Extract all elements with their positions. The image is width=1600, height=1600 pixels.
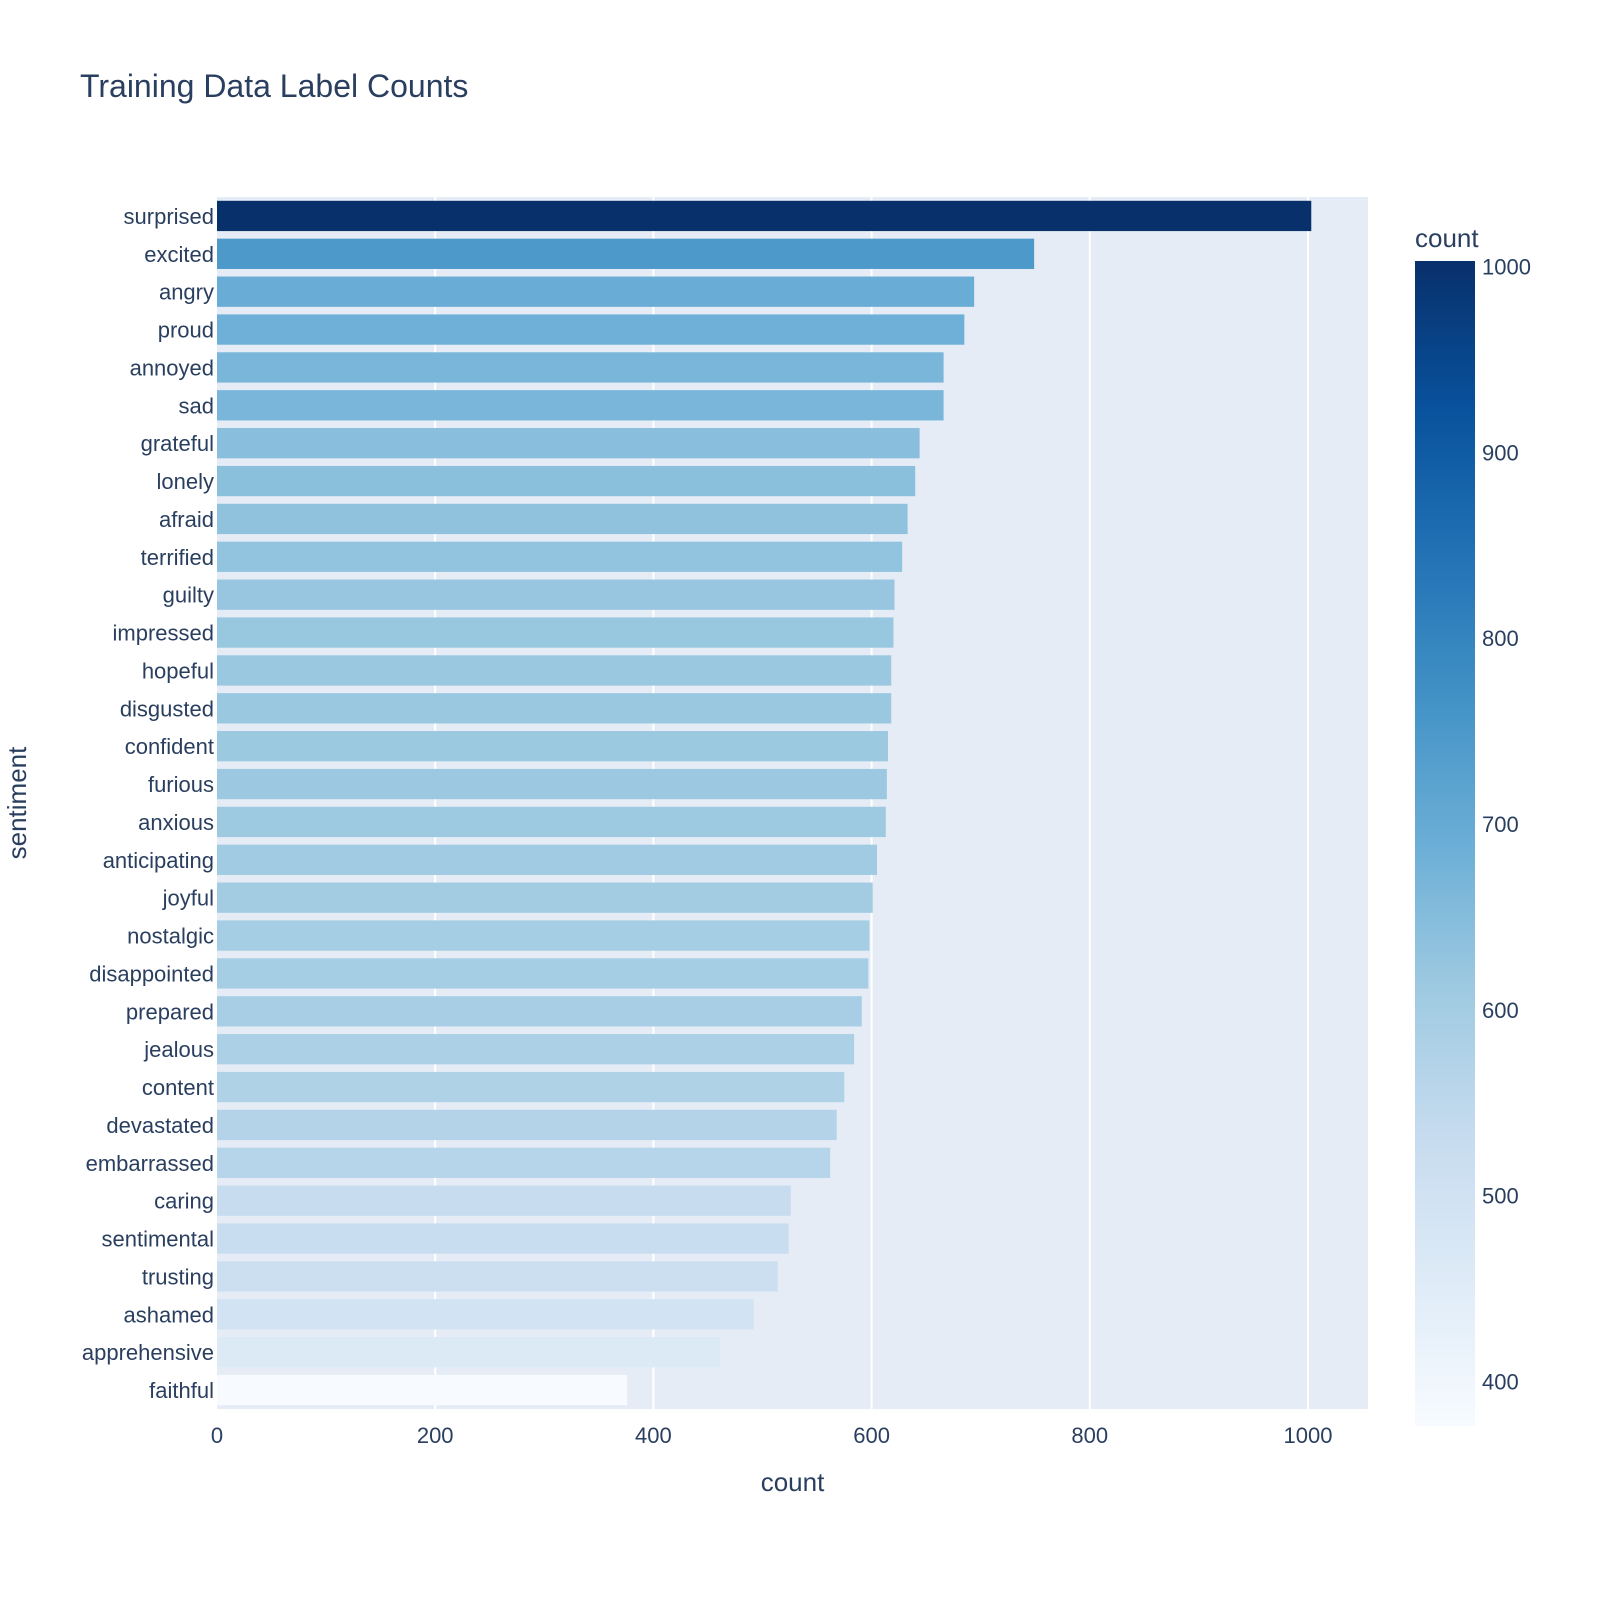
bar-guilty (217, 579, 895, 610)
bar-disgusted (217, 693, 892, 724)
y-tick-label: surprised (124, 204, 214, 229)
colorbar-tick-label: 700 (1482, 812, 1519, 837)
colorbar-tick-label: 800 (1482, 626, 1519, 651)
x-tick-label: 800 (1071, 1423, 1108, 1448)
bar-confident (217, 731, 888, 762)
y-tick-label: caring (154, 1189, 214, 1214)
y-tick-label: hopeful (142, 658, 214, 683)
bar-angry (217, 276, 975, 307)
y-tick-labels: surprised excited angry proud annoyed sad grat… (82, 204, 214, 1403)
colorbar-tick-label: 500 (1482, 1184, 1519, 1209)
y-tick-label: grateful (141, 431, 214, 456)
colorbar-tick-labels: 400 500 600 700 800 900 1000 (1482, 255, 1531, 1395)
y-tick-label: lonely (157, 469, 214, 494)
bar-embarrassed (217, 1147, 831, 1178)
y-tick-label: sad (179, 393, 214, 418)
y-tick-label: disappointed (89, 961, 214, 986)
x-tick-label: 400 (635, 1423, 672, 1448)
y-tick-label: prepared (126, 999, 214, 1024)
y-tick-label: nostalgic (127, 924, 214, 949)
bar-sad (217, 390, 944, 421)
x-axis-title: count (761, 1467, 825, 1497)
bar-annoyed (217, 352, 944, 383)
bar-anxious (217, 806, 886, 838)
bar-nostalgic (217, 920, 870, 951)
y-axis-title: sentiment (2, 746, 32, 859)
y-tick-label: annoyed (130, 355, 214, 380)
bar-terrified (217, 541, 903, 572)
bar-jealous (217, 1034, 855, 1065)
bar-excited (217, 238, 1035, 269)
y-tick-label: sentimental (101, 1227, 214, 1252)
x-tick-label: 1000 (1284, 1423, 1333, 1448)
colorbar-title: count (1415, 223, 1479, 253)
y-tick-label: faithful (149, 1378, 214, 1403)
bar-joyful (217, 882, 873, 913)
y-tick-label: guilty (163, 583, 214, 608)
bar-caring (217, 1185, 791, 1216)
bar-impressed (217, 617, 894, 648)
x-tick-label: 600 (853, 1423, 890, 1448)
bar-trusting (217, 1261, 778, 1292)
y-tick-label: angry (159, 280, 214, 305)
chart-title: Training Data Label Counts (80, 68, 469, 104)
y-tick-label: afraid (159, 507, 214, 532)
bar-prepared (217, 996, 862, 1027)
y-tick-label: confident (125, 734, 214, 759)
y-tick-label: apprehensive (82, 1340, 214, 1365)
bar-sentimental (217, 1223, 789, 1254)
y-tick-label: embarrassed (86, 1151, 214, 1176)
colorbar (1415, 261, 1475, 1426)
y-tick-label: anxious (138, 810, 214, 835)
y-tick-label: anticipating (103, 848, 214, 873)
y-tick-label: jealous (143, 1037, 214, 1062)
y-tick-label: devastated (106, 1113, 214, 1138)
y-tick-label: trusting (142, 1264, 214, 1289)
bar-disappointed (217, 958, 869, 989)
bar-afraid (217, 503, 908, 535)
bar-surprised (217, 200, 1312, 232)
y-tick-label: furious (148, 772, 214, 797)
bar-furious (217, 768, 887, 800)
x-tick-label: 200 (417, 1423, 454, 1448)
bar-faithful (217, 1374, 628, 1406)
bar-ashamed (217, 1299, 754, 1330)
bar-grateful (217, 428, 920, 459)
bar-lonely (217, 465, 916, 497)
y-tick-label: disgusted (120, 696, 214, 721)
bar-apprehensive (217, 1337, 720, 1368)
y-tick-label: impressed (113, 621, 214, 646)
y-tick-label: joyful (162, 886, 214, 911)
bars (217, 200, 1312, 1406)
colorbar-tick-label: 600 (1482, 998, 1519, 1023)
bar-anticipating (217, 844, 878, 875)
bar-content (217, 1071, 845, 1103)
y-tick-label: excited (144, 242, 214, 267)
bar-devastated (217, 1109, 837, 1141)
bar-hopeful (217, 655, 892, 686)
colorbar-tick-label: 1000 (1482, 255, 1531, 280)
x-tick-label: 0 (211, 1423, 223, 1448)
y-tick-label: content (142, 1075, 214, 1100)
y-tick-label: ashamed (123, 1302, 214, 1327)
colorbar-tick-label: 400 (1482, 1369, 1519, 1394)
bar-proud (217, 314, 965, 345)
y-tick-label: terrified (141, 545, 214, 570)
x-tick-labels: 0 200 400 600 800 1000 (211, 1423, 1333, 1448)
colorbar-tick-label: 900 (1482, 440, 1519, 465)
y-tick-label: proud (158, 318, 214, 343)
